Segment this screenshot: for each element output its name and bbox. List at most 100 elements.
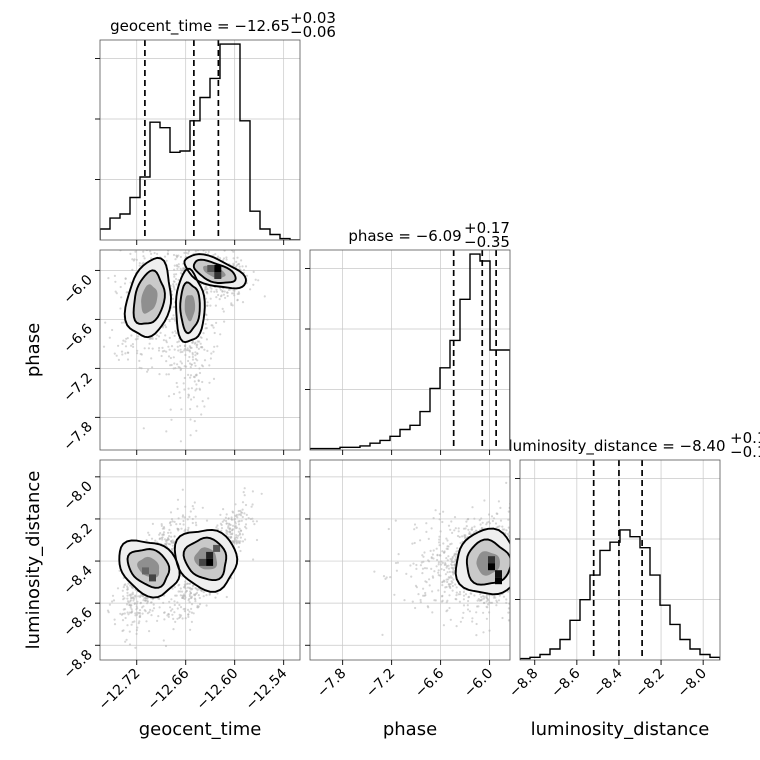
scatter-point [204, 322, 207, 326]
scatter-point [226, 294, 229, 298]
scatter-point [502, 595, 506, 598]
scatter-point [510, 543, 512, 545]
scatter-point [208, 364, 211, 367]
scatter-point [114, 290, 117, 293]
scatter-point [174, 230, 176, 232]
scatter-point [135, 605, 138, 608]
scatter-point [249, 517, 252, 521]
scatter-point [513, 574, 515, 576]
scatter-point [488, 611, 491, 614]
scatter-point [263, 295, 266, 298]
scatter-point [213, 290, 216, 293]
scatter-point [177, 529, 180, 532]
scatter-point [120, 321, 123, 324]
scatter-point [431, 611, 434, 614]
scatter-point [522, 560, 524, 562]
scatter-point [514, 557, 516, 559]
scatter-point [186, 608, 190, 612]
scatter-point [169, 356, 172, 360]
scatter-point [485, 617, 488, 620]
scatter-point [234, 265, 238, 268]
scatter-point [176, 507, 179, 510]
scatter-point [467, 595, 471, 599]
scatter-point [124, 640, 127, 643]
scatter-point [220, 527, 224, 530]
scatter-point [438, 544, 441, 547]
scatter-point [213, 220, 215, 222]
scatter-point [111, 594, 115, 597]
scatter-point [245, 274, 249, 277]
scatter-point [124, 616, 127, 620]
scatter-point [177, 263, 180, 266]
panel-frame-2-2 [519, 459, 721, 661]
scatter-point [507, 619, 510, 622]
scatter-point [126, 585, 129, 588]
scatter-point [419, 598, 422, 602]
scatter-point [179, 396, 182, 399]
scatter-point [131, 258, 134, 261]
scatter-point [445, 537, 448, 540]
scatter-point [222, 310, 225, 313]
scatter-point [153, 251, 156, 255]
scatter-point [152, 607, 156, 610]
scatter-point [413, 528, 416, 531]
scatter-point [170, 540, 173, 543]
scatter-point [175, 523, 178, 526]
scatter-point [156, 252, 159, 255]
scatter-point [559, 581, 561, 583]
scatter-point [151, 598, 154, 601]
scatter-point [210, 352, 213, 355]
scatter-point [202, 231, 204, 233]
scatter-point [184, 528, 187, 531]
scatter-point [189, 407, 192, 411]
scatter-point [216, 592, 219, 595]
scatter-point [115, 292, 118, 295]
scatter-point [516, 536, 518, 538]
scatter-point [175, 381, 178, 385]
scatter-point [512, 577, 514, 579]
scatter-point [241, 501, 245, 504]
scatter-point [150, 252, 153, 255]
scatter-point [197, 594, 200, 597]
scatter-point [237, 523, 241, 526]
scatter-point [156, 334, 159, 337]
scatter-point [543, 588, 545, 590]
scatter-point [125, 638, 128, 641]
scatter-point [252, 558, 255, 561]
scatter-point [252, 283, 255, 286]
scatter-point [432, 517, 435, 520]
scatter-point [514, 576, 516, 578]
scatter-point [111, 600, 114, 603]
scatter-point [198, 596, 201, 600]
scatter-point [136, 611, 139, 614]
scatter-point [501, 616, 504, 620]
scatter-point [179, 594, 182, 597]
scatter-point [528, 571, 530, 573]
scatter-point [203, 348, 206, 351]
scatter-point [209, 304, 212, 307]
scatter-point [235, 515, 238, 518]
scatter-point [140, 367, 143, 370]
scatter-point [129, 606, 132, 609]
scatter-point [221, 307, 224, 310]
scatter-point [204, 251, 207, 254]
scatter-point [438, 518, 441, 521]
scatter-point [131, 621, 134, 624]
scatter-point [191, 204, 193, 206]
scatter-point [516, 572, 518, 574]
scatter-point [454, 552, 457, 556]
scatter-point [237, 530, 240, 533]
scatter-point [235, 534, 238, 537]
scatter-point [478, 519, 481, 522]
scatter-point [250, 505, 253, 508]
scatter-point [471, 620, 474, 623]
scatter-point [515, 576, 517, 578]
scatter-point [507, 510, 510, 513]
title-phase-sub: −0.35 [464, 233, 510, 251]
scatter-point [157, 335, 161, 338]
scatter-point [180, 235, 182, 237]
scatter-point [113, 618, 116, 621]
scatter-point [134, 338, 137, 341]
scatter-point [184, 617, 187, 620]
